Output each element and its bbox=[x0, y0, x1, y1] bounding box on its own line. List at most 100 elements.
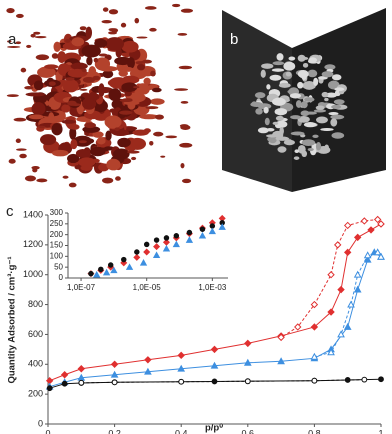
blob bbox=[271, 68, 285, 72]
speck bbox=[134, 17, 140, 24]
blob bbox=[330, 118, 338, 127]
blob bbox=[82, 126, 101, 133]
marker bbox=[143, 241, 150, 248]
blob bbox=[75, 148, 90, 158]
blob bbox=[272, 61, 285, 66]
blob bbox=[149, 98, 165, 105]
marker bbox=[110, 370, 119, 378]
blob bbox=[108, 88, 122, 102]
x-tick-label: 1,0E-03 bbox=[198, 283, 227, 292]
blob bbox=[98, 83, 105, 97]
blob bbox=[315, 105, 325, 110]
marker bbox=[294, 323, 302, 331]
speck bbox=[172, 3, 181, 8]
speck bbox=[19, 153, 27, 159]
speck bbox=[34, 35, 47, 39]
y-tick-label: 150 bbox=[50, 241, 64, 250]
blob bbox=[51, 123, 63, 136]
marker bbox=[139, 259, 148, 266]
speck bbox=[68, 182, 77, 188]
marker bbox=[61, 380, 68, 387]
marker bbox=[133, 253, 141, 261]
marker bbox=[78, 379, 85, 386]
marker bbox=[163, 235, 170, 241]
marker bbox=[310, 300, 319, 309]
speck bbox=[131, 156, 137, 161]
marker bbox=[173, 233, 180, 239]
marker bbox=[152, 251, 161, 258]
marker bbox=[353, 233, 362, 242]
blob bbox=[261, 63, 274, 69]
blob bbox=[297, 54, 306, 62]
blob bbox=[294, 149, 300, 154]
blob bbox=[70, 139, 78, 150]
blob bbox=[302, 62, 309, 68]
speck bbox=[180, 162, 185, 169]
blob bbox=[137, 83, 150, 95]
marker bbox=[177, 364, 186, 372]
blob bbox=[257, 127, 269, 134]
marker bbox=[208, 227, 216, 235]
blob bbox=[301, 139, 316, 147]
blob bbox=[57, 51, 67, 63]
blob bbox=[85, 26, 93, 39]
speck bbox=[70, 103, 81, 107]
blob bbox=[112, 129, 130, 137]
blob bbox=[272, 97, 286, 106]
speck bbox=[126, 150, 140, 154]
marker bbox=[199, 226, 206, 232]
blob bbox=[86, 56, 93, 66]
series-line bbox=[81, 379, 365, 384]
blob bbox=[315, 141, 322, 151]
speck bbox=[78, 140, 87, 144]
marker bbox=[277, 333, 285, 342]
blob bbox=[53, 41, 61, 52]
marker bbox=[373, 215, 382, 224]
marker bbox=[310, 323, 319, 331]
blob bbox=[61, 104, 71, 113]
blob bbox=[321, 71, 334, 78]
blob bbox=[321, 91, 329, 98]
blob bbox=[331, 104, 342, 110]
blob bbox=[37, 66, 56, 78]
blob bbox=[105, 130, 112, 141]
blob bbox=[62, 79, 79, 93]
speck bbox=[108, 31, 118, 35]
speck bbox=[135, 61, 143, 65]
blob bbox=[302, 81, 316, 90]
blob bbox=[118, 142, 127, 148]
y-tick-label: 1400 bbox=[23, 209, 43, 219]
blob bbox=[313, 77, 319, 86]
speck bbox=[93, 57, 99, 63]
y-tick-label: 200 bbox=[28, 389, 43, 399]
blob bbox=[263, 106, 269, 114]
speck bbox=[133, 86, 140, 89]
speck bbox=[92, 75, 101, 81]
speck bbox=[30, 33, 36, 38]
marker bbox=[347, 300, 355, 308]
marker bbox=[125, 263, 134, 270]
blob bbox=[102, 70, 114, 79]
marker bbox=[327, 348, 335, 356]
speck bbox=[79, 26, 87, 31]
speck bbox=[180, 8, 193, 13]
blob bbox=[275, 120, 288, 128]
speck bbox=[115, 176, 121, 181]
x-tick-label: 1,0E-07 bbox=[67, 283, 96, 292]
speck bbox=[65, 38, 71, 43]
speck bbox=[7, 45, 21, 48]
marker bbox=[244, 339, 252, 348]
marker bbox=[107, 262, 114, 268]
marker bbox=[243, 358, 252, 366]
blob bbox=[255, 108, 263, 115]
speck bbox=[13, 117, 27, 122]
blob bbox=[67, 153, 80, 164]
marker bbox=[363, 251, 372, 259]
render-a bbox=[6, 3, 193, 188]
y-tick-label: 0 bbox=[38, 418, 43, 428]
blob bbox=[275, 115, 284, 121]
marker bbox=[377, 252, 385, 260]
marker bbox=[60, 371, 69, 379]
y-tick-label: 1000 bbox=[23, 269, 43, 279]
blob bbox=[69, 126, 77, 140]
